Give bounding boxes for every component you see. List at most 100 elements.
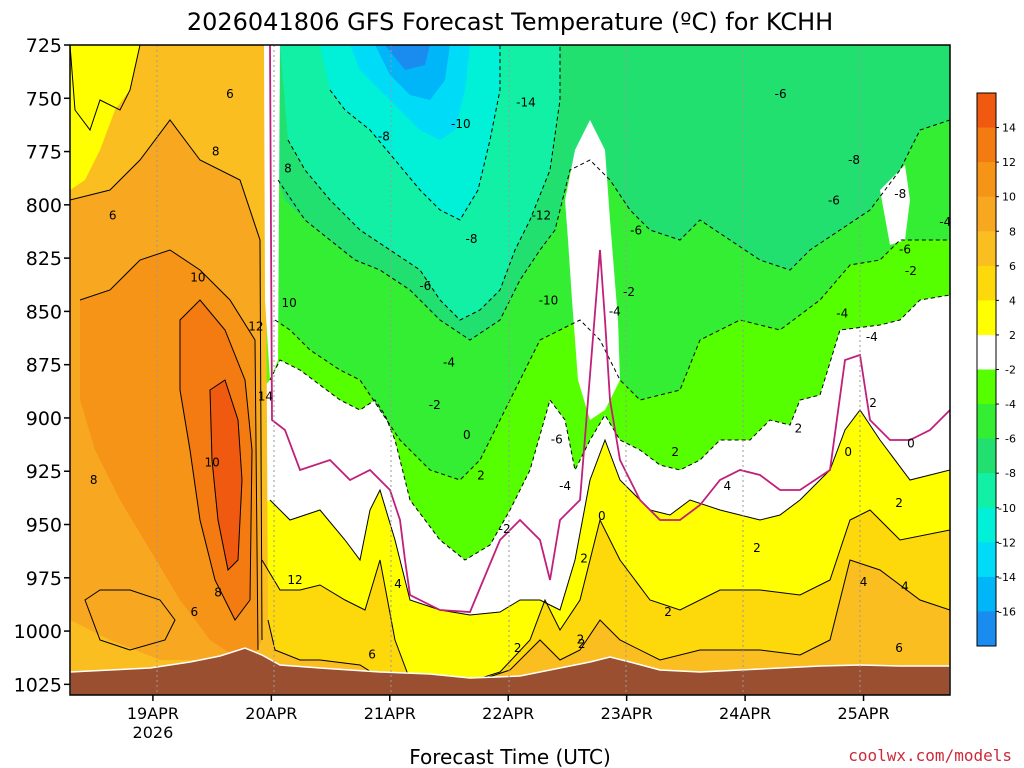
contour-label: 2: [671, 445, 679, 459]
contour-label: 4: [860, 575, 868, 589]
credit-text: coolwx.com/models: [848, 746, 1012, 765]
isotherm-warm-8: [84, 589, 176, 651]
contour-label: -2: [623, 285, 635, 299]
colorbar-swatch: [977, 300, 996, 336]
contour-label: 0: [907, 437, 915, 451]
x-tick-label: 23APR: [601, 704, 653, 723]
isotherm-warm-7: [209, 379, 243, 572]
colorbar-tick-label: 6: [1009, 260, 1016, 273]
colorbar-swatch: [977, 265, 996, 301]
contour-label: -8: [848, 153, 860, 167]
colorbar-tick-label: 12: [1002, 156, 1016, 169]
y-tick-label: 775: [26, 142, 62, 164]
colorbar-swatch: [977, 196, 996, 232]
contour-label: 4: [724, 479, 732, 493]
contour-label: -4: [609, 304, 621, 318]
colorbar-tick-label: -4: [1005, 398, 1016, 411]
colorbar-swatch: [977, 404, 996, 440]
colorbar-tick-label: -2: [1005, 364, 1016, 377]
x-axis: 19APR 20APR 21APR 22APR 23APR 24APR 25APR 2026: [127, 695, 890, 742]
contour-label: 10: [281, 296, 296, 310]
contour-label: -8: [378, 130, 390, 144]
contour-label: 8: [214, 586, 222, 600]
contour-label: 6: [226, 87, 234, 101]
region-east-pocket: [880, 165, 910, 245]
isotherm-warm-4: [70, 119, 263, 641]
y-tick-label: 950: [26, 515, 62, 537]
y-tick-label: 800: [26, 195, 62, 217]
colorbar-tick-label: 2: [1009, 329, 1016, 342]
colorbar-tick-label: 8: [1009, 225, 1016, 238]
colorbar-tick-label: 10: [1002, 191, 1016, 204]
contour-label: 10: [204, 456, 219, 470]
region-above-4: [70, 510, 950, 695]
contour-label: 6: [368, 648, 376, 662]
contour-label: 0: [1001, 381, 1009, 395]
contour-label: -6: [828, 194, 840, 208]
colorbar-tick-label: -10: [998, 502, 1016, 515]
contour-label: -8: [466, 232, 478, 246]
contour-label: -6: [630, 223, 642, 237]
colorbar-swatch: [977, 334, 996, 370]
contour-label: 0: [598, 509, 606, 523]
contour-label: -2: [905, 264, 917, 278]
y-tick-label: 750: [26, 88, 62, 110]
colorbar-swatch: [977, 611, 996, 647]
contour-label: 2: [578, 637, 586, 651]
colorbar-swatch: [977, 93, 996, 129]
region-cold-minus-18: [385, 45, 430, 70]
colorbar-tick-label: 4: [1009, 294, 1016, 307]
contour-label: -10: [539, 294, 559, 308]
contour-label: 8: [90, 473, 98, 487]
region-west-yellow: [70, 45, 140, 190]
x-tick-label: 20APR: [245, 704, 297, 723]
contour-label: 14: [258, 390, 273, 404]
y-tick-label: 725: [26, 35, 62, 57]
contour-label: -4: [443, 356, 455, 370]
isotherm-cold-1: [277, 119, 950, 341]
x-gridlines: [156, 45, 861, 695]
contour-label: 4: [901, 579, 909, 593]
plot-frame: [69, 44, 951, 696]
contour-label: -6: [419, 279, 431, 293]
y-tick-label: 975: [26, 568, 62, 590]
contour-label: -4: [866, 330, 878, 344]
colorbar-swatch: [977, 473, 996, 509]
contour-label: 4: [394, 577, 402, 591]
y-tick-label: 825: [26, 248, 62, 270]
contour-label: 0: [463, 428, 471, 442]
x-year-label: 2026: [133, 723, 174, 742]
isotherm-warm-9: [70, 45, 141, 132]
contour-label: 10: [190, 270, 205, 284]
y-axis: 725 750 775 800 825 850 875 900 925 950 975 1000 102…: [14, 35, 70, 696]
y-tick-label: 900: [26, 408, 62, 430]
colorbar-tick-label: -6: [1005, 433, 1016, 446]
isotherm-warm-6: [179, 299, 253, 621]
contour-label: 2: [895, 496, 903, 510]
contour-label: -6: [899, 243, 911, 257]
freezing-line: [269, 45, 950, 613]
colorbar-swatch: [977, 127, 996, 163]
contour-label: 8: [212, 145, 220, 159]
region-cold-minus-16: [375, 45, 450, 100]
contour-label: -6: [551, 432, 563, 446]
y-tick-label: 925: [26, 461, 62, 483]
contour-label: 2: [869, 396, 877, 410]
contour-label: 2: [753, 541, 761, 555]
colorbar-swatch: [977, 438, 996, 474]
y-tick-label: 1025: [14, 674, 62, 696]
x-tick-label: 24APR: [719, 704, 771, 723]
colorbar: 14 12 10 8 6 4 2 -2 -4 -6 -8 -10 -12 -14 -16: [976, 92, 1016, 647]
plot-area: 6 8 8 6 10 10 12 14 10 8 12 8 6 6 4 -8 -10 -14 -12 -8 -6 -10 -…: [70, 45, 1009, 695]
isotherm-warm-5: [79, 249, 259, 651]
contour-label: 2: [514, 641, 522, 655]
contour-label: -4: [559, 479, 571, 493]
x-tick-label: 22APR: [482, 704, 534, 723]
contour-label: -10: [451, 117, 471, 131]
x-tick-label: 19APR: [127, 704, 179, 723]
contour-label: -2: [429, 398, 441, 412]
isotherm-cold-3: [329, 45, 501, 221]
contour-label: 12: [248, 319, 263, 333]
colorbar-tick-label: -8: [1005, 467, 1016, 480]
colorbar-swatch: [977, 576, 996, 612]
